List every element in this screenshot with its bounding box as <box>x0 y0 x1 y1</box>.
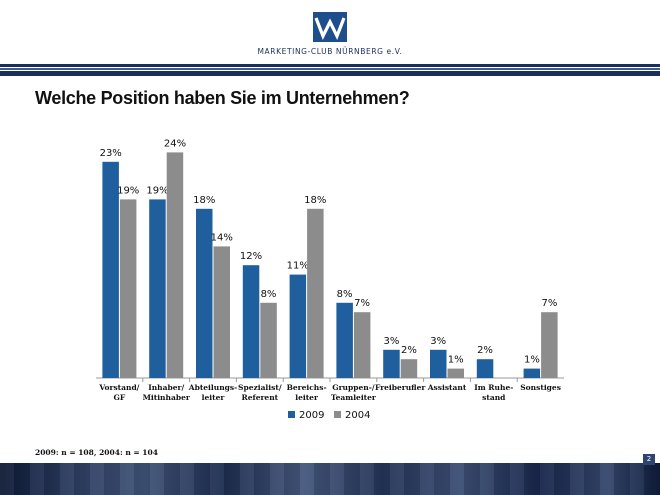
category-label-4: leiter <box>295 393 319 402</box>
category-label-1: Inhaber/ <box>148 383 184 392</box>
data-label-2009-1: 19% <box>146 185 168 196</box>
category-label-5: Gruppen-/ <box>332 383 375 392</box>
bar-2009-5 <box>336 302 353 378</box>
category-label-2: Abteilungs- <box>188 383 237 392</box>
data-label-2009-2: 18% <box>193 195 215 206</box>
category-label-0: GF <box>114 393 126 402</box>
data-label-2004-7: 1% <box>448 355 464 366</box>
data-label-2004-6: 2% <box>401 345 417 356</box>
data-label-2004-2: 14% <box>211 232 233 243</box>
data-label-2009-8: 2% <box>477 345 493 356</box>
bar-2004-1 <box>166 152 184 378</box>
bar-2004-3 <box>260 302 277 378</box>
category-label-8: Im Ruhe- <box>474 383 513 392</box>
legend-swatch-2009 <box>288 411 295 418</box>
data-label-2009-3: 12% <box>240 251 262 262</box>
data-label-2004-4: 18% <box>304 195 326 206</box>
legend-label-2004: 2004 <box>345 410 370 421</box>
bar-2009-8 <box>476 359 494 378</box>
bar-2004-5 <box>353 312 371 378</box>
bar-2004-0 <box>119 199 137 378</box>
category-label-8: stand <box>482 393 506 402</box>
bar-2004-7 <box>447 368 464 378</box>
data-label-2004-3: 8% <box>261 289 277 300</box>
bar-2009-9 <box>523 368 541 378</box>
category-label-0: Vorstand/ <box>98 383 139 392</box>
bar-2004-6 <box>400 359 418 378</box>
data-label-2009-9: 1% <box>524 355 540 366</box>
category-label-6: Freiberufler <box>375 383 426 392</box>
footer-photo-band <box>0 463 660 495</box>
page-number: 2 <box>643 454 655 465</box>
mcn-logo-icon <box>313 12 347 42</box>
category-label-3: Referent <box>241 393 278 402</box>
bar-2009-4 <box>289 274 307 378</box>
header-band <box>0 64 660 76</box>
data-label-2009-4: 11% <box>287 261 309 272</box>
bar-2009-7 <box>430 349 447 378</box>
organization-name: MARKETING-CLUB NÜRNBERG e.V. <box>257 47 403 56</box>
bar-2004-4 <box>307 208 324 378</box>
data-label-2004-5: 7% <box>354 298 370 309</box>
data-label-2009-0: 23% <box>100 148 122 159</box>
bar-2009-6 <box>383 349 400 378</box>
data-label-2009-6: 3% <box>383 336 399 347</box>
sample-size-note: 2009: n = 108, 2004: n = 104 <box>35 448 158 457</box>
category-label-2: leiter <box>202 393 226 402</box>
bar-2004-9 <box>541 312 558 378</box>
bar-chart: 23% 19% Vorstand/GF 19% 24% Inhaber/Mitinhabe… <box>96 138 564 421</box>
data-label-2004-1: 24% <box>164 138 186 149</box>
bar-2009-3 <box>242 265 260 378</box>
bar-2009-1 <box>149 199 166 378</box>
page-title: Welche Position haben Sie im Unternehmen… <box>35 88 410 108</box>
category-label-5: Teamleiter <box>331 393 377 402</box>
data-label-2004-9: 7% <box>541 298 557 309</box>
category-label-9: Sonstiges <box>520 383 561 392</box>
data-label-2009-7: 3% <box>430 336 446 347</box>
category-label-3: Spezialist/ <box>238 383 282 392</box>
category-label-7: Assistant <box>427 383 467 392</box>
bar-2009-2 <box>196 208 213 378</box>
data-label-2004-0: 19% <box>117 185 139 196</box>
bar-2004-2 <box>213 246 230 378</box>
data-label-2009-5: 8% <box>337 289 353 300</box>
legend-label-2009: 2009 <box>299 410 324 421</box>
legend-swatch-2004 <box>334 411 341 418</box>
bar-2009-0 <box>102 161 119 378</box>
category-label-1: Mitinhaber <box>143 393 191 402</box>
category-label-4: Bereichs- <box>287 383 327 392</box>
